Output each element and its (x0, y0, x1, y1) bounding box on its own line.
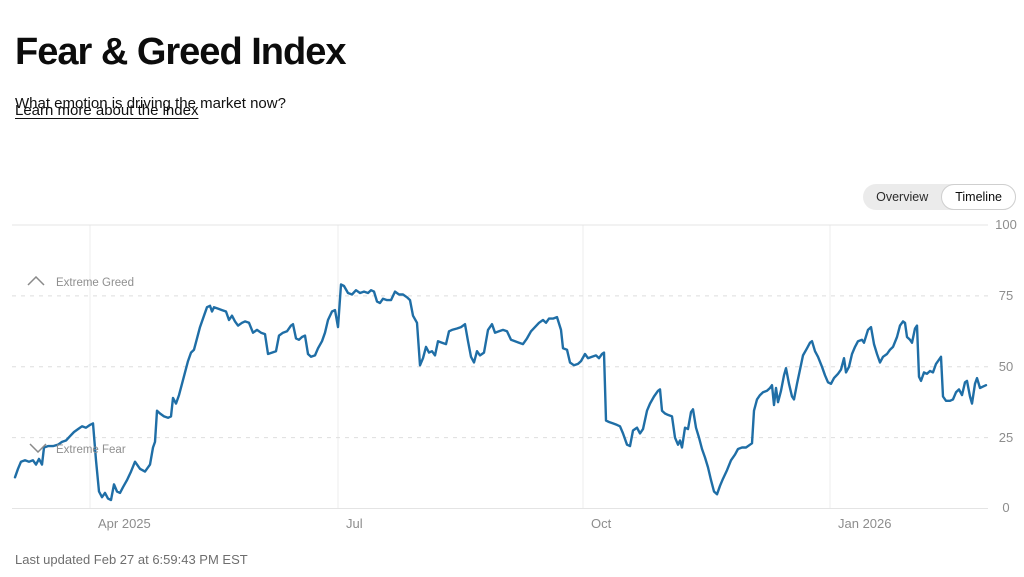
page-subtitle: What emotion is driving the market now? (15, 95, 286, 112)
chevron-down-icon (29, 443, 47, 453)
page-title: Fear & Greed Index (15, 31, 346, 74)
x-tick-apr-2025: Apr 2025 (98, 516, 151, 531)
chart-gridlines (12, 224, 988, 509)
y-tick-100: 100 (995, 217, 1017, 232)
extreme-greed-label: Extreme Greed (56, 277, 134, 289)
y-tick-25: 25 (998, 430, 1014, 445)
extreme-fear-label: Extreme Fear (56, 444, 126, 456)
timeline-button[interactable]: Timeline (941, 184, 1016, 210)
y-tick-0: 0 (1002, 500, 1010, 515)
y-tick-75: 75 (998, 288, 1014, 303)
index-line (13, 283, 988, 502)
y-tick-50: 50 (998, 359, 1014, 374)
x-tick-jul: Jul (346, 516, 363, 531)
learn-more-link[interactable]: Learn more about the index (15, 102, 199, 119)
view-toggle: Overview Timeline (863, 184, 1016, 210)
x-tick-jan-2026: Jan 2026 (838, 516, 892, 531)
last-updated-text: Last updated Feb 27 at 6:59:43 PM EST (15, 552, 248, 567)
chevron-up-icon (27, 276, 45, 286)
x-tick-oct: Oct (591, 516, 612, 531)
overview-button[interactable]: Overview (863, 184, 941, 210)
